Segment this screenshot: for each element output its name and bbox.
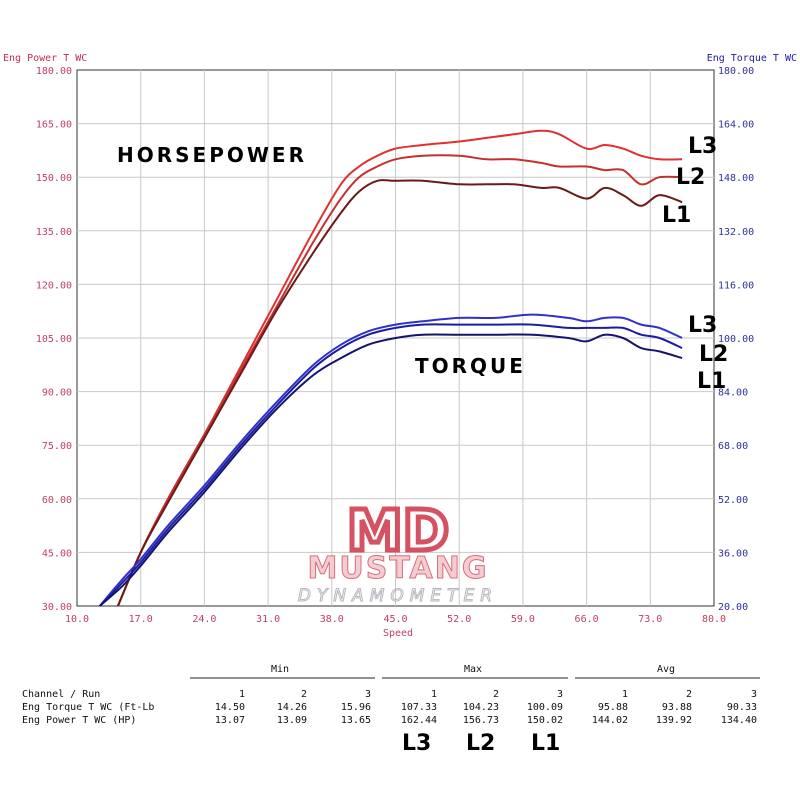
y-left-tick-label: 90.00 (42, 388, 72, 399)
table-cell: 90.33 (727, 702, 757, 713)
tq-series-l2 (99, 323, 683, 607)
mustang-dynamometer-logo: MD MUSTANG DYNAMOMETER (297, 497, 498, 607)
hp-series-l1 (116, 179, 683, 607)
x-tick-label: 73.0 (638, 614, 662, 625)
y-left-tick-label: 30.00 (42, 602, 72, 613)
x-tick-label: 38.0 (320, 614, 344, 625)
table-cell: 144.02 (592, 715, 628, 726)
table-run-number: 2 (493, 689, 499, 700)
table-cell: 13.65 (341, 715, 371, 726)
table-run-number: 2 (301, 689, 307, 700)
tick-labels: 30.00 20.00 45.00 36.00 60.00 52.00 75.00 68.00… (36, 66, 754, 625)
table-cell: 150.02 (527, 715, 563, 726)
y-left-tick-label: 135.00 (36, 227, 72, 238)
y-right-tick-label: 84.00 (718, 388, 748, 399)
table-cell: 13.07 (215, 715, 245, 726)
logo-name: MUSTANG (308, 551, 489, 586)
x-axis-title: Speed (383, 628, 413, 639)
y-left-tick-label: 180.00 (36, 66, 72, 77)
table-row-header-label: Channel / Run (22, 689, 100, 700)
table-header-max: Max (464, 664, 482, 675)
y-right-tick-label: 100.00 (718, 334, 754, 345)
table-run-number: 3 (365, 689, 371, 700)
table-run-number: 1 (239, 689, 245, 700)
x-tick-label: 66.0 (575, 614, 599, 625)
y-left-tick-label: 75.00 (42, 441, 72, 452)
table-run-number: 3 (751, 689, 757, 700)
table-header-avg: Avg (657, 664, 675, 675)
logo-subtitle: DYNAMOMETER (298, 586, 498, 606)
table-cell: 15.96 (341, 702, 371, 713)
table-cell: 156.73 (463, 715, 499, 726)
y-right-tick-label: 20.00 (718, 602, 748, 613)
y-right-tick-label: 132.00 (718, 227, 754, 238)
table-cell: 14.50 (215, 702, 245, 713)
y-left-tick-label: 150.00 (36, 173, 72, 184)
right-axis-title: Eng Torque T WC (707, 53, 797, 64)
hp-run-label-l1: L1 (662, 203, 691, 228)
summary-table: Min Max Avg Channel / Run 1 2 3 1 2 3 1 2 3 Eng … (22, 664, 760, 726)
y-right-tick-label: 68.00 (718, 441, 748, 452)
y-left-tick-label: 120.00 (36, 280, 72, 291)
max-run-label-l2: L2 (466, 731, 495, 756)
table-run-number: 2 (686, 689, 692, 700)
hp-run-label-l3: L3 (688, 134, 717, 159)
logo-mark: MD (347, 499, 449, 564)
table-run-number: 3 (557, 689, 563, 700)
table-run-number: 1 (622, 689, 628, 700)
x-tick-label: 52.0 (447, 614, 471, 625)
table-cell: 134.40 (721, 715, 757, 726)
tq-run-label-l2: L2 (699, 342, 728, 367)
y-left-tick-label: 60.00 (42, 495, 72, 506)
y-right-tick-label: 116.00 (718, 280, 754, 291)
left-axis-title: Eng Power T WC (3, 53, 87, 64)
table-cell: 107.33 (401, 702, 437, 713)
x-tick-label: 59.0 (511, 614, 535, 625)
table-row-label-torque: Eng Torque T WC (Ft-Lb (22, 702, 154, 713)
y-right-tick-label: 164.00 (718, 120, 754, 131)
x-tick-label: 45.0 (383, 614, 407, 625)
table-run-numbers: 1 2 3 1 2 3 1 2 3 (239, 689, 757, 700)
table-cell: 14.26 (277, 702, 307, 713)
table-cell: 100.09 (527, 702, 563, 713)
table-cell: 95.88 (598, 702, 628, 713)
y-right-tick-label: 52.00 (718, 495, 748, 506)
table-cell: 104.23 (463, 702, 499, 713)
y-left-tick-label: 105.00 (36, 334, 72, 345)
x-tick-label: 31.0 (256, 614, 280, 625)
table-cell: 162.44 (401, 715, 437, 726)
hp-run-label-l2: L2 (676, 165, 705, 190)
y-right-tick-label: 36.00 (718, 548, 748, 559)
y-right-tick-label: 148.00 (718, 173, 754, 184)
table-header-min: Min (271, 664, 289, 675)
table-values: 14.50 14.26 15.96 107.33 104.23 100.09 95.88 93… (215, 702, 757, 726)
table-cell: 139.92 (656, 715, 692, 726)
x-tick-label: 17.0 (129, 614, 153, 625)
table-cell: 13.09 (277, 715, 307, 726)
data-series (99, 129, 683, 607)
table-cell: 93.88 (662, 702, 692, 713)
y-left-tick-label: 165.00 (36, 120, 72, 131)
horsepower-annotation: HORSEPOWER (117, 143, 307, 167)
x-tick-label: 80.0 (702, 614, 726, 625)
table-row-label-power: Eng Power T WC (HP) (22, 715, 136, 726)
max-run-label-l3: L3 (402, 731, 431, 756)
torque-annotation: TORQUE (415, 354, 526, 378)
tq-series-l3 (99, 313, 683, 607)
x-tick-label: 10.0 (65, 614, 89, 625)
y-left-tick-label: 45.00 (42, 548, 72, 559)
hp-series-l2 (116, 154, 683, 607)
max-run-label-l1: L1 (531, 731, 560, 756)
x-tick-label: 24.0 (192, 614, 216, 625)
table-run-number: 1 (431, 689, 437, 700)
tq-run-label-l3: L3 (688, 313, 717, 338)
y-right-tick-label: 180.00 (718, 66, 754, 77)
tq-run-label-l1: L1 (697, 369, 726, 394)
tq-series-l1 (99, 333, 683, 607)
